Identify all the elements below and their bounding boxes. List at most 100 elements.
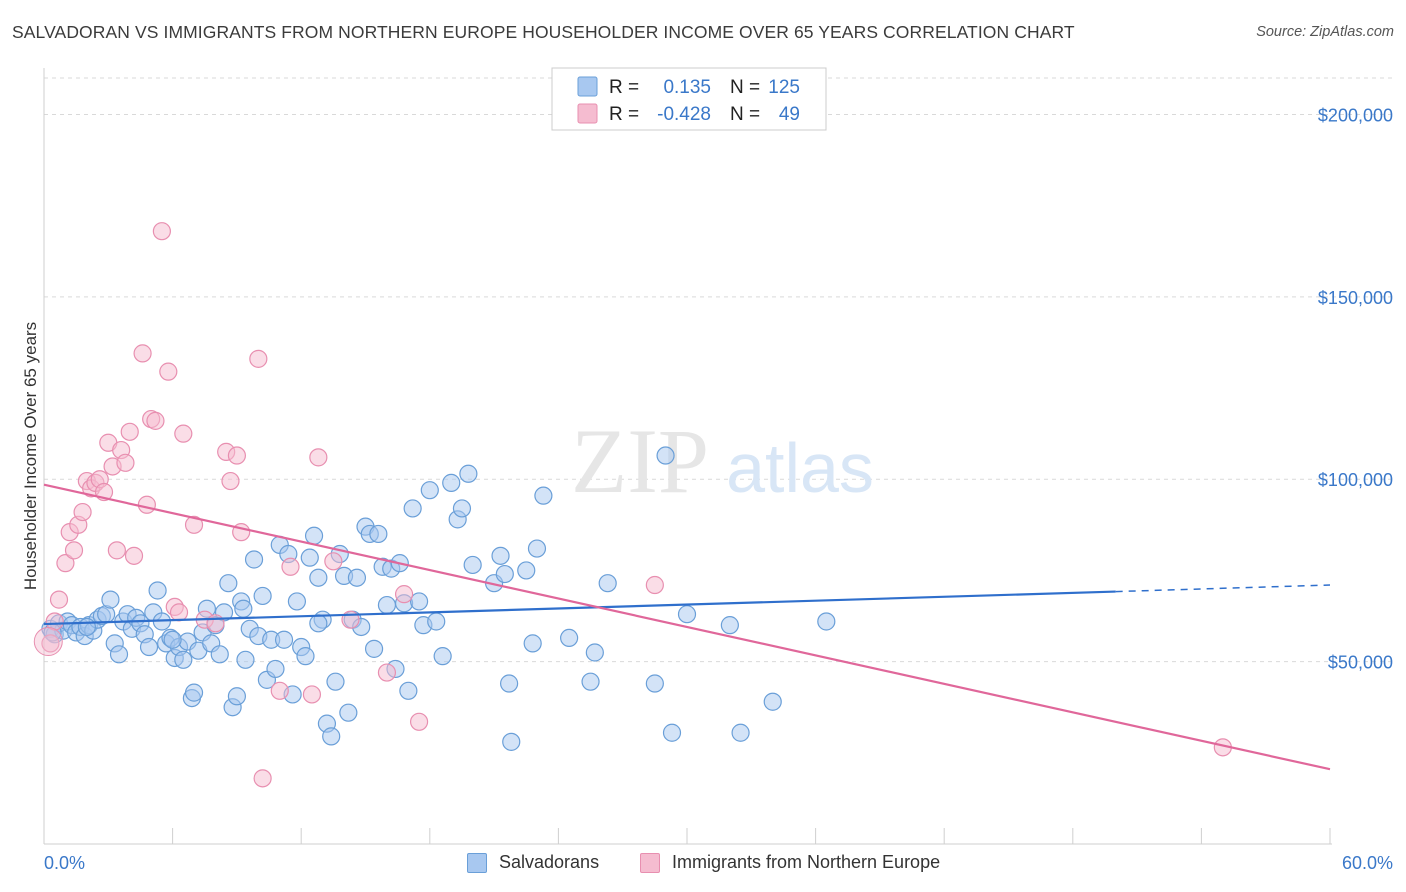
point-salvadoran-66 — [322, 727, 341, 746]
point-immigrant-47 — [645, 575, 664, 595]
axes — [43, 68, 1332, 845]
legend-label-immigrants: Immigrants from Northern Europe — [672, 852, 941, 872]
point-salvadoran-53 — [266, 659, 285, 679]
point-salvadoran-100 — [502, 732, 521, 751]
legend-item-salvadorans: Salvadorans — [467, 852, 599, 873]
point-salvadoran-106 — [581, 672, 600, 691]
point-salvadoran-94 — [459, 464, 478, 483]
point-salvadoran-93 — [452, 499, 472, 518]
point-salvadoran-84 — [399, 681, 418, 700]
point-salvadoran-109 — [645, 674, 664, 693]
point-salvadoran-67 — [326, 672, 345, 691]
point-salvadoran-62 — [304, 526, 324, 545]
point-salvadoran-40 — [210, 645, 229, 664]
point-immigrant-1 — [45, 612, 64, 631]
point-salvadoran-42 — [219, 574, 238, 593]
point-salvadoran-111 — [662, 723, 682, 742]
point-immigrant-24 — [152, 222, 171, 241]
point-salvadoran-31 — [174, 650, 193, 669]
legend-r-value-2: -0.428 — [657, 104, 711, 125]
point-salvadoran-115 — [763, 692, 782, 711]
point-salvadoran-23 — [139, 637, 159, 657]
point-immigrant-39 — [281, 557, 300, 576]
legend-r-value-1: 0.135 — [663, 77, 711, 98]
point-immigrant-44 — [377, 663, 397, 682]
legend-swatch-pink — [640, 852, 660, 873]
trend-line-immigrants — [43, 483, 1331, 771]
legend-swatch-immigrants — [577, 103, 598, 124]
y-tick-label-2: $150,000 — [1318, 288, 1393, 308]
y-tick-labels: $50,000 $100,000 $150,000 $200,000 — [1318, 105, 1393, 672]
point-salvadoran-63 — [309, 568, 328, 587]
chart-title: SALVADORAN VS IMMIGRANTS FROM NORTHERN E… — [12, 22, 1075, 42]
watermark: ZIP atlas — [571, 410, 874, 512]
point-salvadoran-104 — [534, 486, 553, 505]
trend-line-salvadorans — [43, 590, 1116, 626]
point-salvadoran-108 — [598, 574, 617, 593]
legend-box: R = 0.135 N = 125 R = -0.428 N = 49 — [551, 67, 827, 131]
x-ticks — [43, 828, 1331, 844]
y-axis-label: Householder Income Over 65 years — [21, 322, 40, 590]
y-tick-label-3: $200,000 — [1318, 105, 1393, 125]
point-salvadoran-110 — [656, 446, 675, 465]
legend-r-label-2: R = — [609, 104, 639, 125]
point-salvadoran-99 — [500, 674, 519, 693]
x-tick-label-max: 60.0% — [1342, 853, 1393, 873]
point-immigrant-36 — [249, 349, 268, 368]
point-immigrant-5 — [64, 541, 84, 560]
point-salvadoran-86 — [409, 592, 429, 611]
point-salvadoran-25 — [148, 581, 167, 600]
point-salvadoran-44 — [227, 687, 246, 706]
point-salvadoran-114 — [731, 723, 750, 742]
point-salvadoran-77 — [369, 524, 388, 544]
point-salvadoran-14 — [101, 590, 120, 609]
point-salvadoran-103 — [527, 539, 547, 558]
point-immigrant-3 — [56, 554, 75, 573]
point-immigrant-37 — [253, 769, 272, 788]
trend-line-salvadorans-extension — [1115, 584, 1331, 593]
y-tick-label-0: $50,000 — [1328, 653, 1393, 673]
source-credit: Source: ZipAtlas.com — [1256, 24, 1394, 40]
watermark-atlas: atlas — [726, 429, 874, 507]
x-tick-label-min: 0.0% — [44, 853, 85, 873]
point-salvadoran-90 — [433, 647, 452, 666]
point-immigrant-34 — [227, 446, 246, 465]
legend-swatch-salvadorans — [577, 76, 598, 97]
point-immigrant-20 — [133, 344, 152, 363]
points-salvadorans — [41, 446, 836, 751]
point-salvadoran-58 — [287, 592, 307, 611]
legend-n-label-2: N = — [730, 104, 760, 125]
point-immigrant-23 — [146, 411, 165, 430]
point-salvadoran-85 — [403, 499, 422, 518]
point-salvadoran-102 — [523, 634, 542, 653]
point-salvadoran-55 — [274, 630, 294, 649]
point-salvadoran-48 — [244, 550, 264, 569]
point-immigrant-33 — [221, 471, 240, 491]
gridlines — [44, 77, 1393, 663]
point-immigrant-17 — [116, 453, 135, 472]
point-immigrant-15 — [107, 541, 126, 560]
legend-n-label-1: N = — [730, 77, 760, 98]
point-salvadoran-50 — [253, 586, 272, 606]
point-salvadoran-46 — [236, 650, 255, 669]
point-salvadoran-112 — [677, 605, 697, 624]
legend-n-value-1: 125 — [768, 77, 800, 98]
points-immigrants — [33, 222, 1232, 788]
point-immigrant-27 — [169, 603, 189, 622]
point-salvadoran-119 — [163, 630, 182, 649]
point-salvadoran-95 — [463, 555, 482, 575]
point-immigrant-25 — [159, 362, 178, 381]
point-salvadoran-89 — [427, 612, 446, 631]
point-salvadoran-60 — [296, 647, 315, 666]
point-salvadoran-70 — [339, 703, 358, 722]
point-immigrant-7 — [73, 502, 92, 522]
point-salvadoran-79 — [377, 595, 397, 615]
point-salvadoran-113 — [720, 616, 739, 635]
point-salvadoran-91 — [442, 473, 461, 492]
point-salvadoran-72 — [347, 568, 367, 587]
point-salvadoran-101 — [517, 561, 536, 580]
point-salvadoran-97 — [491, 546, 510, 565]
point-immigrant-46 — [409, 712, 429, 731]
point-immigrant-40 — [302, 685, 322, 704]
